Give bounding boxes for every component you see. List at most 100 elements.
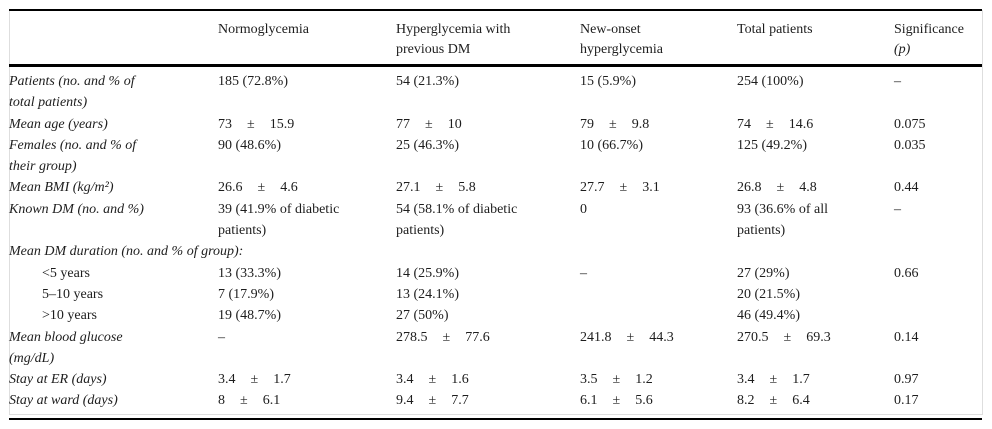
plus-minus-sign: ± (257, 180, 266, 196)
row-label: Stay at ward (days) (9, 393, 118, 409)
plus-minus-sign: ± (250, 372, 259, 388)
data-cell: 0.66 (894, 265, 919, 281)
data-cell: 3.4 ±1.6 (396, 369, 580, 390)
data-cell: 90 (48.6%) (218, 137, 281, 153)
mean-value: 3.4 (396, 372, 414, 388)
data-cell: 77 ±10 (396, 114, 580, 135)
mean-sd-value: 3.4 ±1.7 (737, 369, 810, 390)
mean-value: 26.8 (737, 180, 762, 196)
column-header: Significance (p) (894, 10, 982, 67)
data-cell (580, 305, 737, 326)
column-header-label: Significance (894, 22, 964, 37)
sd-value: 1.7 (273, 372, 291, 388)
data-cell: 0.17 (894, 393, 919, 409)
mean-value: 79 (580, 116, 594, 132)
mean-value: 27.7 (580, 180, 605, 196)
sd-value: 1.2 (635, 372, 653, 388)
plus-minus-sign: ± (783, 329, 792, 345)
plus-minus-sign: ± (769, 372, 778, 388)
mean-sd-value: 3.4 ±1.6 (396, 369, 469, 390)
data-cell: 6.1 ±5.6 (580, 390, 737, 418)
sd-value: 1.6 (451, 372, 469, 388)
data-cell: 54 (58.1% of diabetic patients) (396, 201, 518, 239)
data-cell: 8.2 ±6.4 (737, 390, 894, 418)
mean-value: 3.5 (580, 372, 598, 388)
mean-value: 26.6 (218, 180, 243, 196)
data-cell: 270.5 ±69.3 (737, 327, 894, 370)
data-cell: 0.035 (894, 137, 926, 153)
column-header-label: Hyperglycemia with previous DM (396, 22, 511, 57)
table-row: Patients (no. and % of total patients) 18… (9, 66, 982, 114)
data-cell: 278.5 ±77.6 (396, 327, 580, 370)
mean-value: 3.4 (218, 372, 236, 388)
plus-minus-sign: ± (776, 180, 785, 196)
data-cell: 3.4 ±1.7 (218, 369, 396, 390)
mean-sd-value: 3.4 ±1.7 (218, 369, 291, 390)
plus-minus-sign: ± (612, 393, 621, 409)
sd-value: 5.6 (635, 393, 653, 409)
table-container: Normoglycemia Hyperglycemia with previous… (9, 9, 982, 420)
sd-value: 1.7 (792, 372, 810, 388)
data-cell: 27.1 ±5.8 (396, 177, 580, 198)
data-cell: – (218, 329, 225, 345)
plus-minus-sign: ± (428, 393, 437, 409)
column-header: Hyperglycemia with previous DM (396, 10, 580, 67)
data-cell: – (580, 265, 587, 281)
mean-sd-value: 26.6 ±4.6 (218, 177, 298, 198)
data-cell: 27 (50%) (396, 308, 449, 324)
data-cell: 14 (25.9%) (396, 265, 459, 281)
mean-sd-value: 278.5 ±77.6 (396, 327, 490, 348)
row-label: Mean age (years) (9, 116, 108, 132)
data-cell: 54 (21.3%) (396, 74, 459, 89)
mean-sd-value: 26.8 ±4.8 (737, 177, 817, 198)
sd-value: 5.8 (458, 180, 476, 196)
data-cell: 26.8 ±4.8 (737, 177, 894, 198)
plus-minus-sign: ± (612, 372, 621, 388)
mean-sd-value: 74 ±14.6 (737, 114, 813, 135)
sd-value: 6.4 (792, 393, 810, 409)
column-header-label: Normoglycemia (218, 22, 309, 37)
table-row: >10 years 19 (48.7%) 27 (50%) 46 (49.4%) (9, 305, 982, 326)
plus-minus-sign: ± (626, 329, 635, 345)
mean-value: 27.1 (396, 180, 421, 196)
data-cell: 3.4 ±1.7 (737, 369, 894, 390)
row-label: 5–10 years (42, 286, 104, 302)
row-label: >10 years (42, 308, 97, 324)
sd-value: 3.1 (642, 180, 660, 196)
data-cell: – (894, 74, 901, 89)
mean-sd-value: 6.1 ±5.6 (580, 390, 653, 411)
data-cell: 25 (46.3%) (396, 137, 459, 153)
plus-minus-sign: ± (435, 180, 444, 196)
mean-value: 8 (218, 393, 225, 409)
row-label: <5 years (42, 265, 90, 281)
column-header: New-onset hyperglycemia (580, 10, 737, 67)
table-row: Females (no. and % of their group) 90 (48… (9, 135, 982, 178)
plus-minus-sign: ± (247, 116, 255, 132)
mean-value: 8.2 (737, 393, 755, 409)
row-label: Mean blood glucose (mg/dL) (9, 329, 123, 366)
plus-minus-sign: ± (240, 393, 248, 409)
mean-sd-value: 77 ±10 (396, 114, 462, 135)
mean-sd-value: 241.8 ±44.3 (580, 327, 674, 348)
mean-sd-value: 8 ±6.1 (218, 390, 280, 411)
data-cell: 46 (49.4%) (737, 308, 800, 324)
table-row: <5 years 13 (33.3%) 14 (25.9%) – 27 (29%) 0.6… (9, 263, 982, 284)
sd-value: 77.6 (465, 329, 490, 345)
column-header: Normoglycemia (218, 10, 396, 67)
sd-value: 6.1 (262, 393, 281, 409)
data-cell: 0.44 (894, 180, 919, 196)
mean-value: 6.1 (580, 393, 598, 409)
row-label: Stay at ER (days) (9, 372, 107, 388)
mean-sd-value: 27.7 ±3.1 (580, 177, 660, 198)
data-cell: 7 (17.9%) (218, 286, 274, 302)
data-cell: 79 ±9.8 (580, 114, 737, 135)
plus-minus-sign: ± (766, 116, 774, 132)
data-cell: 10 (66.7%) (580, 137, 643, 153)
data-cell (580, 284, 737, 305)
data-cell: – (894, 201, 901, 217)
data-cell: 27.7 ±3.1 (580, 177, 737, 198)
data-cell: 254 (100%) (737, 74, 804, 89)
mean-value: 278.5 (396, 329, 428, 345)
table-row: Stay at ER (days) 3.4 ±1.7 3.4 ±1.6 3.5 ±1.2 3.… (9, 369, 982, 390)
data-cell: 39 (41.9% of diabetic patients) (218, 201, 340, 239)
